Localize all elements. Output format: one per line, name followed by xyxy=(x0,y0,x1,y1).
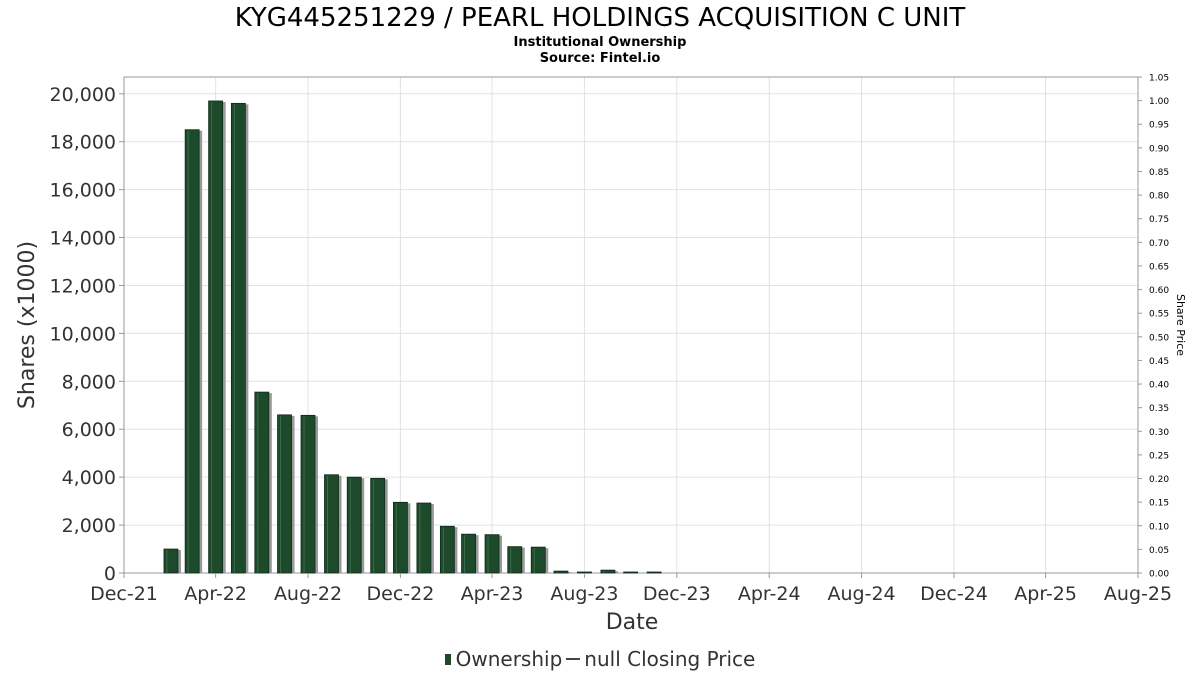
ownership-bar xyxy=(184,129,200,574)
ownership-bar xyxy=(484,534,500,574)
ownership-bar xyxy=(254,391,270,574)
y-tick-label: 16,000 xyxy=(50,180,116,202)
y-tick-label: 18,000 xyxy=(50,132,116,154)
axes-layer: 0 2,000 4,000 6,000 8,000 10,000 12,000 14,000 1… xyxy=(50,74,1173,606)
y2-tick-label: 1.00 xyxy=(1149,97,1169,107)
ownership-bar xyxy=(646,571,662,574)
ownership-bar xyxy=(600,569,616,574)
ownership-bar xyxy=(346,476,362,574)
closing-price-legend-line xyxy=(566,658,581,660)
bars-layer xyxy=(163,100,662,574)
y-tick-label: 8,000 xyxy=(62,371,116,393)
y-tick-label: 12,000 xyxy=(50,275,116,297)
ownership-bar xyxy=(507,546,523,574)
ownership-bar xyxy=(461,533,476,574)
ownership-bar xyxy=(163,548,179,574)
x-tick-label: Apr-23 xyxy=(461,583,524,605)
x-tick-label: Aug-23 xyxy=(550,583,618,605)
y2-tick-label: 0.15 xyxy=(1149,499,1169,509)
y2-tick-label: 0.20 xyxy=(1149,475,1169,485)
chart-subtitle-1: Institutional Ownership xyxy=(513,35,687,50)
closing-price-legend-label: null Closing Price xyxy=(584,647,756,671)
y2-tick-label: 0.10 xyxy=(1149,522,1169,532)
y2-tick-label: 0.05 xyxy=(1149,546,1169,556)
x-tick-label: Dec-24 xyxy=(920,583,988,605)
y2-axis-label: Share Price xyxy=(1174,294,1187,356)
x-tick-label: Dec-22 xyxy=(367,583,435,605)
y2-tick-label: 0.40 xyxy=(1149,381,1169,391)
y-tick-label: 14,000 xyxy=(50,228,116,250)
x-tick-label: Apr-24 xyxy=(738,583,801,605)
y2-tick-label: 0.60 xyxy=(1149,286,1169,296)
y-tick-label: 10,000 xyxy=(50,323,116,345)
ownership-bar xyxy=(230,102,246,574)
ownership-chart: 0 2,000 4,000 6,000 8,000 10,000 12,000 14,000 1… xyxy=(15,74,1187,636)
x-tick-label: Dec-21 xyxy=(90,583,158,605)
y-axis-label: Shares (x1000) xyxy=(15,241,40,409)
grid-layer xyxy=(123,77,1139,574)
ownership-bar xyxy=(370,477,386,574)
ownership-bar xyxy=(530,546,546,574)
ownership-bar xyxy=(416,502,432,574)
x-tick-label: Aug-22 xyxy=(274,583,342,605)
x-tick-label: Aug-25 xyxy=(1104,583,1172,605)
ownership-bar xyxy=(208,100,224,574)
y2-tick-label: 0.90 xyxy=(1149,144,1169,154)
ownership-bar xyxy=(277,414,292,574)
y-tick-label: 2,000 xyxy=(62,515,116,537)
ownership-bar xyxy=(393,501,408,574)
x-tick-label: Dec-23 xyxy=(643,583,711,605)
y2-tick-label: 0.25 xyxy=(1149,451,1169,461)
y2-tick-label: 0.85 xyxy=(1149,168,1169,178)
ownership-legend-label: Ownership xyxy=(455,647,563,671)
chart-legend: Ownership null Closing Price xyxy=(0,647,1200,671)
y2-tick-label: 0.75 xyxy=(1149,215,1169,225)
y2-tick-label: 0.65 xyxy=(1149,262,1169,272)
y2-tick-label: 0.50 xyxy=(1149,333,1169,343)
y2-tick-label: 0.70 xyxy=(1149,239,1169,249)
y2-tick-label: 0.30 xyxy=(1149,428,1169,438)
y2-tick-label: 0.45 xyxy=(1149,357,1169,367)
y-tick-label: 4,000 xyxy=(62,467,116,489)
x-axis-label: Date xyxy=(606,610,659,635)
y2-tick-label: 0.55 xyxy=(1149,310,1169,320)
y2-tick-label: 0.00 xyxy=(1149,570,1169,580)
chart-title: KYG445251229 / PEARL HOLDINGS ACQUISITIO… xyxy=(234,3,966,33)
y-tick-label: 0 xyxy=(104,563,116,585)
y2-tick-label: 0.80 xyxy=(1149,192,1169,202)
y-tick-label: 6,000 xyxy=(62,419,116,441)
ownership-bar xyxy=(553,570,569,574)
ownership-bar xyxy=(324,474,339,574)
ownership-legend-swatch xyxy=(444,654,451,665)
y2-tick-label: 0.95 xyxy=(1149,121,1169,131)
ownership-bar xyxy=(300,414,316,574)
x-tick-label: Aug-24 xyxy=(828,583,896,605)
plot-area xyxy=(123,76,1139,574)
x-tick-label: Apr-22 xyxy=(184,583,247,605)
ownership-bar xyxy=(577,571,592,574)
x-tick-label: Apr-25 xyxy=(1014,583,1077,605)
chart-subtitle-2: Source: Fintel.io xyxy=(539,51,661,66)
ownership-bar xyxy=(439,525,455,574)
ownership-bar xyxy=(623,571,639,574)
y2-tick-label: 0.35 xyxy=(1149,404,1169,414)
y-tick-label: 20,000 xyxy=(50,84,116,106)
y2-tick-label: 1.05 xyxy=(1149,74,1169,84)
